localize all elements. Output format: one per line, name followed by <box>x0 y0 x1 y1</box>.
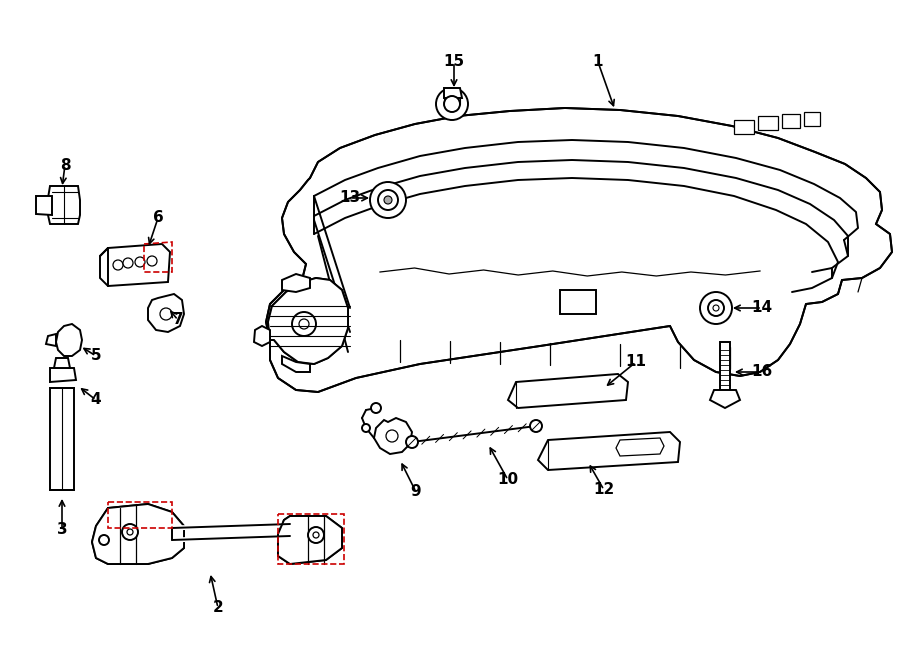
Polygon shape <box>50 368 76 382</box>
Polygon shape <box>282 274 310 292</box>
Polygon shape <box>92 504 184 564</box>
Text: 9: 9 <box>410 485 421 500</box>
Polygon shape <box>254 326 270 346</box>
Polygon shape <box>266 108 892 392</box>
Polygon shape <box>374 418 412 454</box>
Text: 11: 11 <box>626 354 646 369</box>
Circle shape <box>292 312 316 336</box>
Text: 3: 3 <box>57 522 68 537</box>
Circle shape <box>386 430 398 442</box>
Circle shape <box>713 305 719 311</box>
Circle shape <box>444 96 460 112</box>
Circle shape <box>371 403 381 413</box>
Polygon shape <box>282 356 310 372</box>
Circle shape <box>530 420 542 432</box>
Text: 13: 13 <box>339 190 361 206</box>
Circle shape <box>313 532 319 538</box>
Circle shape <box>308 527 324 543</box>
Text: 15: 15 <box>444 54 464 69</box>
Polygon shape <box>560 290 596 314</box>
Polygon shape <box>48 186 80 224</box>
Polygon shape <box>720 342 730 390</box>
Polygon shape <box>758 116 778 130</box>
Circle shape <box>113 260 123 270</box>
Polygon shape <box>56 324 82 356</box>
Circle shape <box>135 257 145 267</box>
Circle shape <box>370 182 406 218</box>
Polygon shape <box>278 516 342 564</box>
Polygon shape <box>734 120 754 134</box>
Circle shape <box>384 196 392 204</box>
Circle shape <box>378 190 398 210</box>
Circle shape <box>362 424 370 432</box>
Circle shape <box>299 319 309 329</box>
Text: 8: 8 <box>59 157 70 173</box>
Text: 10: 10 <box>498 473 518 488</box>
Polygon shape <box>50 388 74 490</box>
Circle shape <box>406 436 418 448</box>
Text: 14: 14 <box>752 301 772 315</box>
Text: 7: 7 <box>173 313 184 327</box>
Circle shape <box>122 524 138 540</box>
Polygon shape <box>268 278 348 364</box>
Polygon shape <box>782 114 800 128</box>
Text: 12: 12 <box>593 483 615 498</box>
Polygon shape <box>148 294 184 332</box>
Circle shape <box>700 292 732 324</box>
Text: 2: 2 <box>212 600 223 615</box>
Polygon shape <box>54 358 70 368</box>
Text: 5: 5 <box>91 348 102 364</box>
Polygon shape <box>616 438 664 456</box>
Polygon shape <box>538 432 680 470</box>
Circle shape <box>127 529 133 535</box>
Text: 6: 6 <box>153 210 164 225</box>
Polygon shape <box>804 112 820 126</box>
Circle shape <box>147 256 157 266</box>
Circle shape <box>99 535 109 545</box>
Text: 1: 1 <box>593 54 603 69</box>
Text: 4: 4 <box>91 393 102 407</box>
Text: 16: 16 <box>752 364 772 379</box>
Polygon shape <box>36 196 52 215</box>
Circle shape <box>160 308 172 320</box>
Polygon shape <box>100 244 170 286</box>
Polygon shape <box>508 374 628 408</box>
Polygon shape <box>710 390 740 408</box>
Polygon shape <box>444 88 462 98</box>
Circle shape <box>708 300 724 316</box>
Circle shape <box>436 88 468 120</box>
Circle shape <box>123 258 133 268</box>
Polygon shape <box>46 334 56 346</box>
